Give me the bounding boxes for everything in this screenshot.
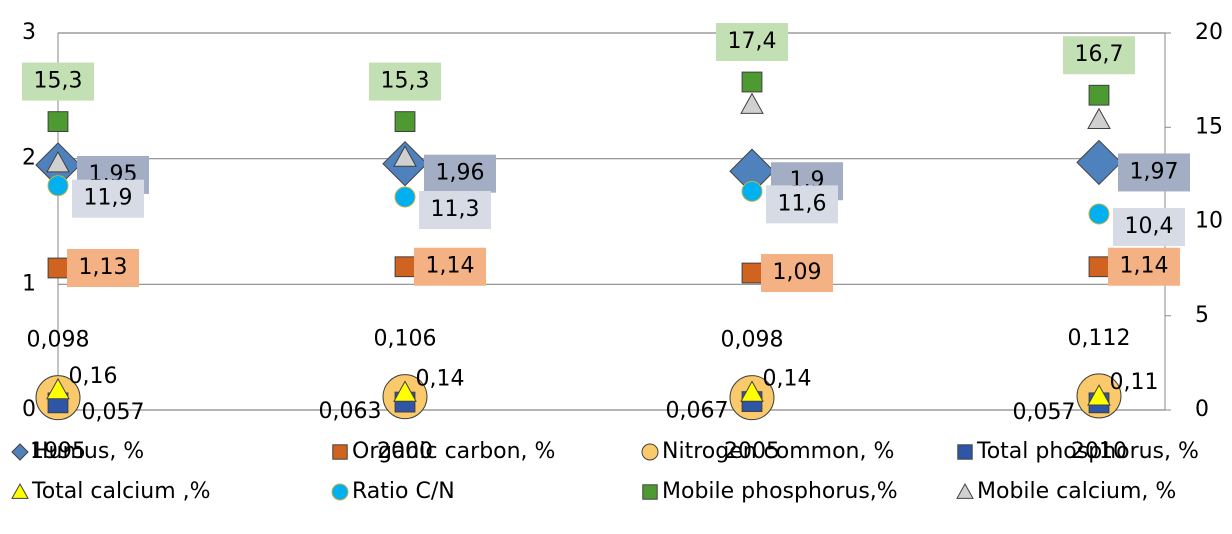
- value-label-box: [1118, 153, 1190, 192]
- y2-tick-label: 20: [1195, 20, 1223, 45]
- value-label: 0,14: [416, 366, 465, 391]
- legend-label: Ratio C/N: [352, 479, 455, 504]
- value-label: 0,063: [319, 399, 382, 424]
- y2-tick-label: 10: [1195, 209, 1223, 234]
- marker: [1076, 139, 1122, 186]
- value-label: 0,057: [1013, 400, 1076, 425]
- x-tick-label: 2000: [377, 439, 433, 464]
- value-label: 0,057: [82, 400, 145, 425]
- y-tick-label: 0: [22, 397, 36, 422]
- value-label-box: [369, 62, 441, 101]
- value-label: 0,098: [27, 328, 90, 353]
- legend-marker: [641, 443, 659, 461]
- y-tick-label: 3: [22, 20, 36, 45]
- value-label-box: [1108, 247, 1180, 286]
- value-label-box: [22, 62, 94, 101]
- value-label: 0,112: [1068, 326, 1131, 351]
- marker: [1087, 384, 1111, 406]
- value-label: 17,4: [728, 29, 777, 54]
- legend-label: Mobile phosphorus,%: [662, 479, 898, 504]
- legend-label: Nitrogen common, %: [662, 439, 894, 464]
- value-label-box: [1063, 36, 1135, 75]
- marker: [394, 256, 416, 278]
- marker: [741, 71, 763, 93]
- value-label: 1,96: [436, 161, 485, 186]
- value-label: 11,3: [431, 197, 480, 222]
- value-label: 1,97: [1130, 159, 1179, 184]
- value-label: 0,106: [374, 327, 437, 352]
- value-label: 0,16: [69, 364, 118, 389]
- value-label-box: [761, 254, 833, 293]
- value-label: 0,098: [721, 328, 784, 353]
- marker: [394, 186, 416, 208]
- legend-label: Organic carbon, %: [352, 439, 555, 464]
- legend-marker: [331, 483, 349, 501]
- legend-marker: [957, 444, 973, 460]
- value-label: 16,7: [1075, 42, 1124, 67]
- marker: [46, 377, 70, 400]
- value-label: 10,4: [1125, 214, 1174, 239]
- value-label: 0,14: [763, 366, 812, 391]
- value-label-box: [419, 190, 491, 229]
- value-label: 1,13: [79, 255, 128, 280]
- marker: [47, 175, 69, 197]
- legend-label: Humus, %: [32, 439, 144, 464]
- legend-label: Total calcium ,%: [31, 479, 211, 504]
- value-label: 0,11: [1110, 370, 1159, 395]
- marker: [740, 92, 764, 114]
- value-label-box: [424, 154, 496, 193]
- legend-marker: [11, 443, 29, 461]
- value-label-box: [716, 23, 788, 62]
- x-tick-label: 2005: [724, 439, 780, 464]
- marker: [393, 145, 417, 167]
- y-tick-label: 2: [22, 146, 36, 171]
- marker: [47, 111, 69, 132]
- marker: [47, 257, 69, 279]
- legend-label: Mobile calcium, %: [977, 479, 1176, 504]
- value-label-box: [72, 179, 144, 218]
- y2-tick-label: 15: [1195, 114, 1223, 139]
- marker: [1088, 84, 1110, 106]
- value-label: 11,9: [84, 186, 133, 211]
- value-label: 15,3: [381, 69, 430, 94]
- value-label: 11,6: [778, 191, 827, 216]
- marker: [741, 262, 763, 284]
- marker: [393, 380, 417, 402]
- marker: [1088, 203, 1110, 225]
- value-label: 1,14: [426, 254, 475, 279]
- legend-marker: [956, 482, 974, 499]
- marker: [394, 111, 416, 132]
- value-label-box: [414, 247, 486, 286]
- y-tick-label: 1: [22, 271, 36, 296]
- value-label-box: [67, 248, 139, 287]
- marker: [740, 380, 764, 402]
- y2-tick-label: 5: [1195, 303, 1209, 328]
- legend-marker: [642, 484, 658, 500]
- value-label-box: [766, 185, 838, 224]
- legend-marker: [332, 444, 348, 460]
- value-label-box: [1113, 207, 1185, 246]
- value-label: 1,14: [1120, 254, 1169, 279]
- value-label: 1,09: [773, 260, 822, 285]
- x-tick-label: 2010: [1071, 439, 1127, 464]
- x-tick-label: 1995: [30, 439, 86, 464]
- marker: [46, 151, 70, 173]
- y2-tick-label: 0: [1195, 397, 1209, 422]
- legend-marker: [11, 482, 29, 499]
- value-label: 0,067: [666, 399, 729, 424]
- legend-label: Total phosphorus, %: [976, 439, 1199, 464]
- marker: [1088, 256, 1110, 278]
- marker: [1087, 107, 1111, 130]
- value-label: 15,3: [34, 69, 83, 94]
- marker: [741, 180, 763, 202]
